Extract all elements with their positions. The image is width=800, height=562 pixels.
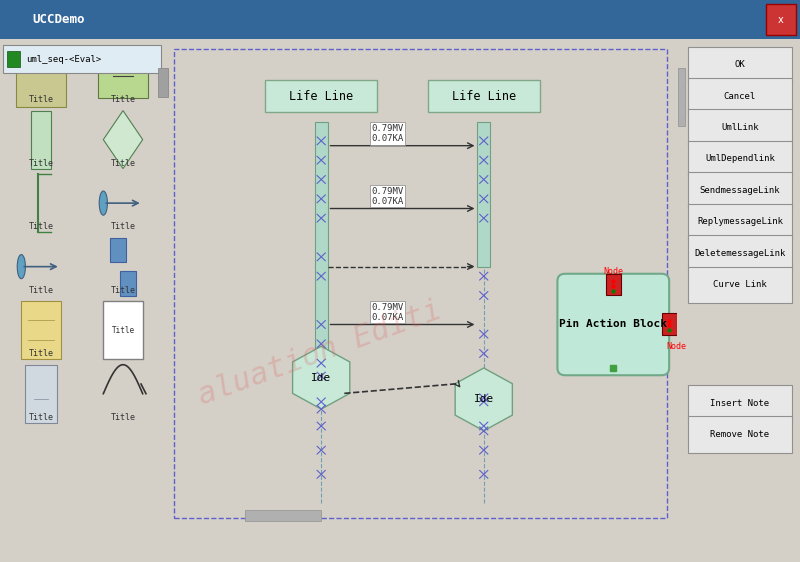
Text: Ide: Ide	[311, 373, 331, 383]
Text: 0.79MV
0.07KA: 0.79MV 0.07KA	[371, 303, 403, 322]
FancyBboxPatch shape	[98, 55, 147, 98]
FancyBboxPatch shape	[766, 4, 796, 35]
FancyBboxPatch shape	[22, 301, 61, 359]
FancyBboxPatch shape	[688, 266, 792, 303]
FancyBboxPatch shape	[245, 510, 321, 522]
FancyBboxPatch shape	[558, 274, 669, 375]
FancyBboxPatch shape	[688, 173, 792, 209]
FancyBboxPatch shape	[0, 0, 800, 39]
FancyBboxPatch shape	[120, 271, 136, 296]
FancyBboxPatch shape	[662, 314, 677, 335]
FancyBboxPatch shape	[688, 235, 792, 271]
Polygon shape	[103, 111, 142, 169]
FancyBboxPatch shape	[688, 78, 792, 114]
FancyBboxPatch shape	[688, 141, 792, 177]
FancyBboxPatch shape	[3, 46, 161, 73]
Polygon shape	[455, 368, 512, 431]
Text: 0.79MV
0.07KA: 0.79MV 0.07KA	[371, 124, 403, 143]
Text: UmlLink: UmlLink	[721, 123, 759, 132]
Text: Title: Title	[110, 158, 135, 167]
FancyBboxPatch shape	[158, 69, 168, 97]
Text: Curve Link: Curve Link	[713, 280, 767, 289]
FancyBboxPatch shape	[688, 416, 792, 452]
Text: Insert Note: Insert Note	[710, 398, 770, 407]
Text: Life Line: Life Line	[452, 89, 516, 103]
FancyBboxPatch shape	[16, 55, 66, 107]
Text: aluation Editi: aluation Editi	[194, 296, 446, 411]
FancyBboxPatch shape	[688, 47, 792, 83]
FancyBboxPatch shape	[103, 301, 142, 359]
FancyBboxPatch shape	[110, 238, 126, 262]
Text: Title: Title	[29, 158, 54, 167]
Text: Life Line: Life Line	[289, 89, 354, 103]
FancyBboxPatch shape	[606, 274, 621, 296]
Text: UmlDependlink: UmlDependlink	[705, 155, 775, 164]
Text: Pin Action Block: Pin Action Block	[559, 320, 667, 329]
Text: Title: Title	[29, 95, 54, 104]
FancyBboxPatch shape	[678, 69, 686, 126]
FancyBboxPatch shape	[266, 80, 377, 112]
FancyBboxPatch shape	[31, 111, 51, 169]
Text: Title: Title	[29, 413, 54, 422]
Text: UCCDemo: UCCDemo	[32, 13, 85, 26]
Text: Title: Title	[29, 349, 54, 358]
Text: Node: Node	[603, 267, 623, 276]
FancyBboxPatch shape	[688, 385, 792, 421]
Circle shape	[99, 191, 107, 215]
Text: Cancel: Cancel	[724, 92, 756, 101]
FancyBboxPatch shape	[25, 365, 58, 423]
Text: Title: Title	[110, 222, 135, 231]
FancyBboxPatch shape	[688, 203, 792, 240]
Text: OK: OK	[734, 60, 746, 69]
Text: x: x	[778, 15, 784, 25]
Text: DeletemessageLink: DeletemessageLink	[694, 249, 786, 258]
Polygon shape	[293, 346, 350, 409]
FancyBboxPatch shape	[428, 80, 540, 112]
Circle shape	[18, 255, 26, 279]
Text: Title: Title	[110, 285, 135, 294]
Text: Title: Title	[111, 325, 134, 334]
Text: Title: Title	[29, 222, 54, 231]
Text: Remove Note: Remove Note	[710, 430, 770, 439]
FancyBboxPatch shape	[6, 51, 20, 67]
Text: ReplymessageLink: ReplymessageLink	[697, 217, 783, 226]
Text: SendmessageLink: SendmessageLink	[700, 186, 780, 195]
Text: Title: Title	[110, 413, 135, 422]
Text: uml_seq-<Eval>: uml_seq-<Eval>	[26, 55, 102, 64]
Text: 0.79MV
0.07KA: 0.79MV 0.07KA	[371, 187, 403, 206]
FancyBboxPatch shape	[478, 121, 490, 266]
FancyBboxPatch shape	[315, 121, 327, 402]
Text: Ide: Ide	[474, 395, 494, 405]
FancyBboxPatch shape	[688, 110, 792, 146]
Text: Title: Title	[29, 285, 54, 294]
Text: Node: Node	[666, 342, 686, 351]
Text: Title: Title	[110, 95, 135, 104]
